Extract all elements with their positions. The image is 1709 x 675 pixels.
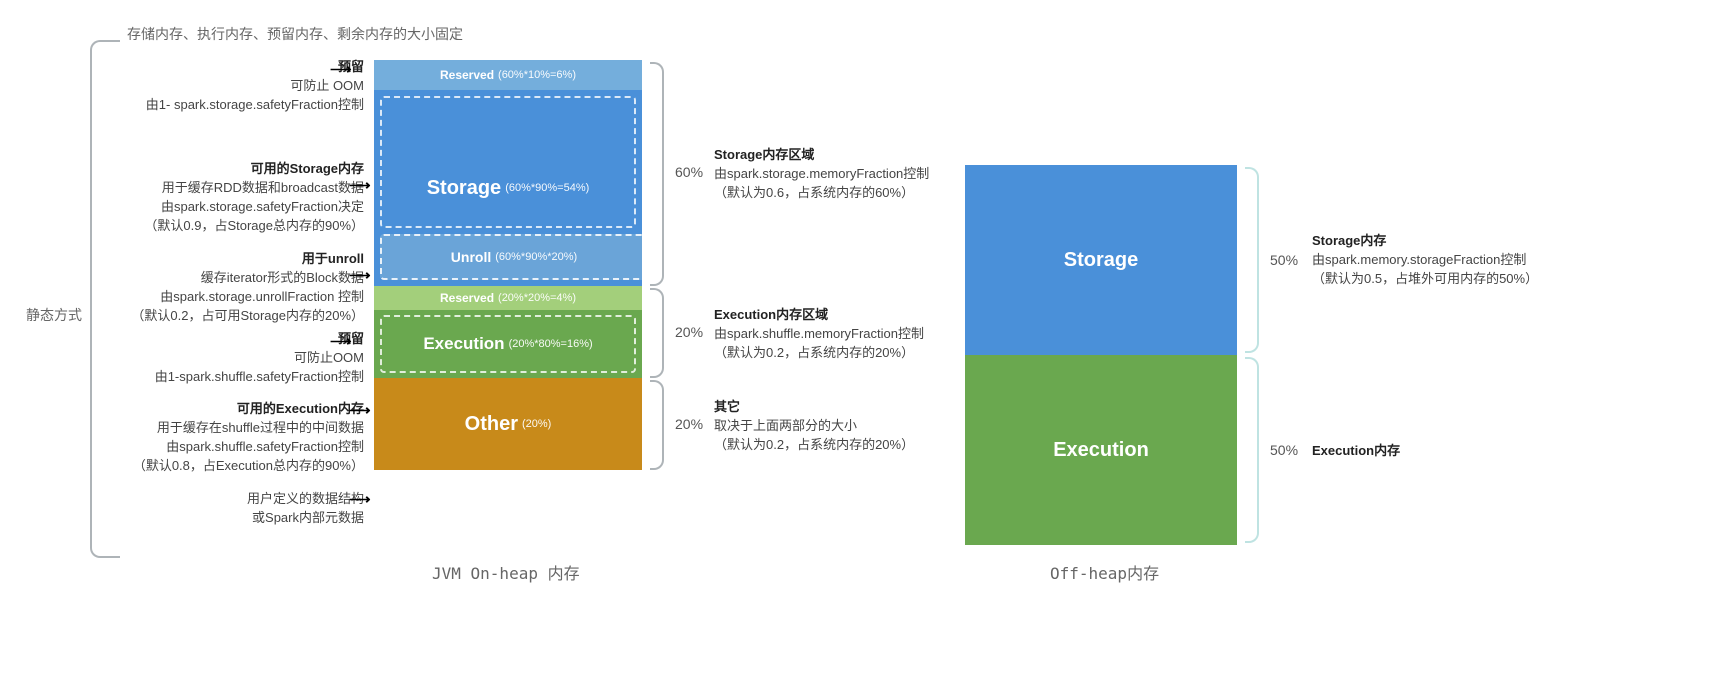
anno-unroll: 用于unroll 缓存iterator形式的Block数据 由spark.sto… [131,250,364,325]
bracket-storage [650,62,664,286]
rlabel-line: 取决于上面两部分的大小 [714,418,857,433]
anno-line: 用于缓存RDD数据和broadcast数据 [162,180,364,195]
seg-sub: (60%*90%=54%) [505,182,589,194]
anno-title: 可用的Storage内存 [251,161,364,176]
seg-label: Unroll [451,249,491,265]
rlabel-other: 其它 取决于上面两部分的大小 （默认为0.2，占系统内存的20%） [714,398,914,455]
bracket-r-storage [1245,167,1259,353]
left-memory-stack: Reserved (60%*10%=6%) Storage (60%*90%=5… [374,60,642,470]
pct-execution: 20% [675,324,703,340]
rlabel-title: Execution内存 [1312,443,1400,458]
seg-sub: (60%*90%*20%) [495,251,577,263]
anno-line: （默认0.8，占Execution总内存的90%） [133,458,364,473]
seg-other: Other (20%) [374,378,642,470]
rlabel-title: 其它 [714,399,740,414]
seg-storage: Storage (60%*90%=54%) Unroll (60%*90%*20… [374,90,642,286]
anno-line: 用户定义的数据结构 [247,491,364,506]
anno-storage: 可用的Storage内存 用于缓存RDD数据和broadcast数据 由spar… [144,160,364,235]
rlabel-line: （默认为0.2，占系统内存的20%） [714,345,914,360]
rlabel-title: Execution内存区域 [714,307,828,322]
seg-sub: (20%) [522,418,551,430]
anno-title: 用于unroll [302,251,364,266]
seg-sub: (20%*80%=16%) [509,338,593,350]
anno-line: 由spark.storage.safetyFraction决定 [161,199,364,214]
seg-r-execution: Execution [965,355,1237,545]
anno-line: 由spark.shuffle.safetyFraction控制 [166,439,364,454]
pct-other: 20% [675,416,703,432]
seg-label: Other [465,413,518,436]
right-caption: Off-heap内存 [1050,560,1159,584]
rlabel-line: 由spark.shuffle.memoryFraction控制 [714,326,924,341]
rlabel-line: （默认为0.6，占系统内存的60%） [714,185,914,200]
right-memory-stack: Storage Execution [965,165,1237,545]
seg-exec-reserved: Reserved (20%*20%=4%) [374,286,642,310]
anno-line: 由1- spark.storage.safetyFraction控制 [146,97,364,112]
anno-line: 或Spark内部元数据 [252,510,364,525]
left-caption: JVM On-heap 内存 [432,560,580,584]
rlabel-line: 由spark.memory.storageFraction控制 [1312,252,1526,267]
seg-label: Reserved [440,68,494,82]
rlabel-line: 由spark.storage.memoryFraction控制 [714,166,929,181]
anno-line: 缓存iterator形式的Block数据 [201,270,364,285]
seg-label: Storage [1064,249,1138,272]
rlabel-r-storage: Storage内存 由spark.memory.storageFraction控… [1312,232,1538,289]
pct-r-storage: 50% [1270,252,1298,268]
dash-inset [380,96,636,228]
seg-label: Reserved [440,291,494,305]
pct-storage: 60% [675,164,703,180]
arrow-icon: ⟶ [330,332,352,350]
anno-other: 用户定义的数据结构 或Spark内部元数据 [247,490,364,528]
arrow-icon: ⟶ [349,401,371,419]
rlabel-title: Storage内存 [1312,233,1386,248]
arrow-icon: ⟶ [349,176,371,194]
pct-r-execution: 50% [1270,442,1298,458]
anno-line: （默认0.2，占可用Storage内存的20%） [131,308,364,323]
arrow-icon: ⟶ [330,60,352,78]
seg-sub: (60%*10%=6%) [498,69,576,81]
anno-line: 可防止OOM [294,350,364,365]
bracket-execution [650,288,664,378]
rlabel-title: Storage内存区域 [714,147,814,162]
rlabel-storage: Storage内存区域 由spark.storage.memoryFractio… [714,146,929,203]
anno-line: 由spark.storage.unrollFraction 控制 [160,289,364,304]
left-outer-bracket [90,40,120,558]
arrow-icon: ⟶ [349,490,371,508]
seg-r-storage: Storage [965,165,1237,355]
arrow-icon: ⟶ [349,266,371,284]
anno-line: （默认0.9，占Storage总内存的90%） [144,218,364,233]
seg-sub: (20%*20%=4%) [498,292,576,304]
anno-line: 可防止 OOM [290,78,364,93]
side-mode-label: 静态方式 [26,305,82,325]
rlabel-line: （默认为0.5，占堆外可用内存的50%） [1312,271,1538,286]
seg-label: Execution [423,334,504,354]
anno-execution: 可用的Execution内存 用于缓存在shuffle过程中的中间数据 由spa… [133,400,364,475]
seg-unroll: Unroll (60%*90%*20%) [380,234,642,280]
bracket-other [650,380,664,470]
anno-line: 用于缓存在shuffle过程中的中间数据 [157,420,364,435]
seg-execution: Execution (20%*80%=16%) [374,310,642,378]
anno-title: 可用的Execution内存 [237,401,364,416]
bracket-r-execution [1245,357,1259,543]
rlabel-line: （默认为0.2，占系统内存的20%） [714,437,914,452]
seg-label: Execution [1053,439,1149,462]
rlabel-r-execution: Execution内存 [1312,442,1400,461]
seg-label: Storage [427,177,501,200]
top-note: 存储内存、执行内存、预留内存、剩余内存的大小固定 [127,24,463,44]
anno-line: 由1-spark.shuffle.safetyFraction控制 [155,369,364,384]
seg-storage-reserved: Reserved (60%*10%=6%) [374,60,642,90]
rlabel-execution: Execution内存区域 由spark.shuffle.memoryFract… [714,306,924,363]
